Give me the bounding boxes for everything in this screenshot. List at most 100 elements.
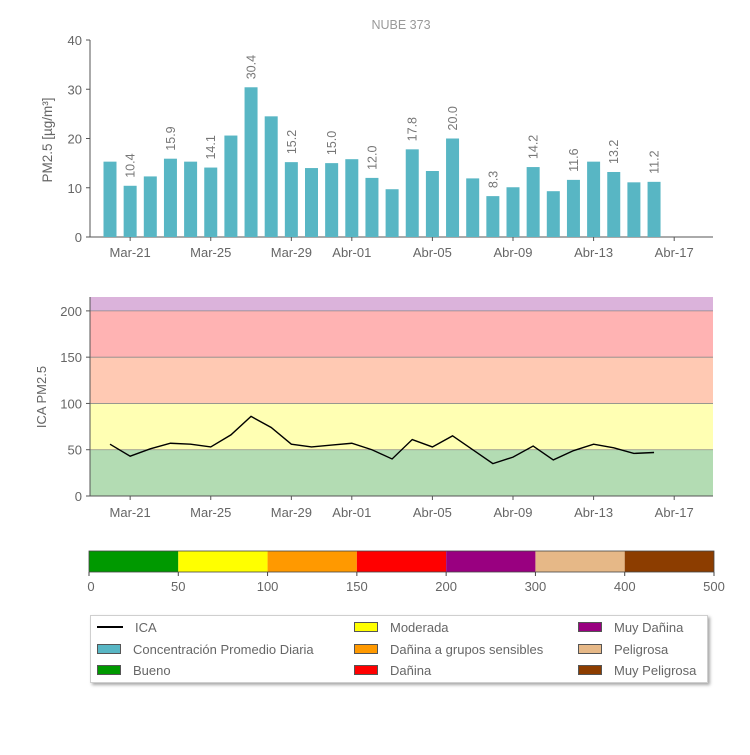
x-tick-label: Mar-25 [190, 505, 231, 520]
legend-label: Concentración Promedio Diaria [133, 641, 314, 657]
legend-swatch [354, 644, 378, 654]
x-tick-label: Abr-17 [655, 505, 694, 520]
bar [325, 163, 339, 237]
y-tick-label: 40 [68, 33, 82, 48]
x-tick-label: Mar-21 [110, 505, 151, 520]
legend-label: Dañina [390, 662, 432, 678]
y-axis-label: ICA PM2.5 [34, 366, 49, 428]
bar-data-label: 10.4 [124, 153, 138, 177]
bar [425, 171, 439, 237]
colorbar-tick-label: 200 [435, 579, 457, 594]
legend-item-muy-peligrosa: Muy Peligrosa [578, 661, 696, 679]
colorbar-tick-label: 100 [257, 579, 279, 594]
bar-data-label: 11.6 [567, 148, 581, 171]
bar [466, 178, 480, 237]
bar [506, 187, 520, 237]
bar-data-label: 14.2 [527, 135, 541, 159]
bar [224, 135, 238, 237]
bar-data-label: 13.2 [607, 140, 621, 164]
y-tick-label: 0 [75, 489, 82, 504]
x-tick-label: Abr-05 [413, 505, 452, 520]
colorbar-segment [267, 551, 357, 572]
bar-data-label: 12.0 [365, 146, 379, 170]
colorbar-segment [446, 551, 536, 572]
bar [244, 87, 258, 237]
x-tick-label: Mar-29 [271, 245, 312, 260]
bar [566, 179, 580, 237]
x-tick-label: Abr-13 [574, 505, 613, 520]
colorbar-segment [356, 551, 447, 572]
legend-item-ica: ICA [97, 618, 157, 636]
aqi-band [90, 297, 713, 311]
legend: ICA Concentración Promedio Diaria Bueno … [90, 615, 708, 683]
legend-label: Dañina a grupos sensibles [390, 641, 544, 657]
y-tick-label: 50 [68, 443, 82, 458]
bar [184, 161, 198, 237]
colorbar-tick-label: 500 [703, 579, 725, 594]
y-tick-label: 20 [68, 132, 82, 147]
legend-item-moderada: Moderada [354, 618, 449, 636]
bar [647, 181, 661, 237]
legend-swatch [354, 665, 378, 675]
bar [284, 162, 298, 237]
legend-item-danina-sensibles: Dañina a grupos sensibles [354, 640, 543, 658]
legend-label: Muy Dañina [614, 619, 684, 635]
aqi-band [90, 403, 713, 450]
bar-data-label: 15.2 [285, 130, 299, 154]
bar-data-label: 14.1 [204, 135, 218, 159]
aqi-band [90, 310, 713, 358]
y-tick-label: 0 [75, 230, 82, 245]
ica-series-line [109, 415, 655, 465]
bar-data-label: 15.9 [164, 126, 178, 150]
colorbar-segment [178, 551, 268, 572]
legend-item-danina: Dañina [354, 661, 431, 679]
legend-swatch [354, 622, 378, 632]
bar [103, 161, 117, 237]
legend-swatch [578, 644, 602, 654]
x-tick-label: Abr-13 [574, 245, 613, 260]
legend-item-bueno: Bueno [97, 661, 171, 679]
bar [143, 176, 157, 237]
aqi-band [90, 449, 713, 496]
aqi-band [90, 357, 713, 404]
bar-data-label: 30.4 [245, 55, 259, 79]
colorbar-tick-label: 150 [346, 579, 368, 594]
legend-swatch [578, 665, 602, 675]
legend-item-peligrosa: Peligrosa [578, 640, 668, 658]
x-tick-label: Abr-01 [332, 245, 371, 260]
bar [204, 167, 218, 237]
legend-item-concentration: Concentración Promedio Diaria [97, 640, 314, 658]
bar-data-label: 11.2 [648, 150, 662, 173]
x-tick-label: Abr-17 [655, 245, 694, 260]
y-tick-label: 100 [60, 396, 82, 411]
legend-label: Bueno [133, 662, 171, 678]
bar [405, 149, 419, 237]
legend-line-swatch [97, 626, 123, 628]
colorbar-tick-label: 400 [614, 579, 636, 594]
colorbar-tick-label: 0 [87, 579, 94, 594]
y-tick-label: 30 [68, 82, 82, 97]
bar [607, 171, 621, 237]
legend-label: Muy Peligrosa [614, 662, 697, 678]
bar [264, 116, 278, 237]
y-axis-label: PM2.5 [µg/m³] [40, 97, 55, 182]
bar [546, 191, 560, 237]
bar [526, 167, 540, 237]
bar [365, 177, 379, 237]
y-tick-label: 200 [60, 304, 82, 319]
legend-label: ICA [135, 619, 157, 635]
bar [345, 159, 359, 237]
colorbar-tick-label: 300 [525, 579, 547, 594]
legend-item-muy-danina: Muy Dañina [578, 618, 683, 636]
bar-data-label: 15.0 [325, 131, 339, 155]
bar [446, 138, 460, 237]
chart-title: NUBE 373 [371, 18, 430, 32]
legend-label: Moderada [390, 619, 449, 635]
y-tick-label: 10 [68, 181, 82, 196]
bar [305, 168, 318, 237]
bar [385, 189, 399, 237]
colorbar-frame [88, 550, 715, 573]
bar [587, 161, 601, 237]
